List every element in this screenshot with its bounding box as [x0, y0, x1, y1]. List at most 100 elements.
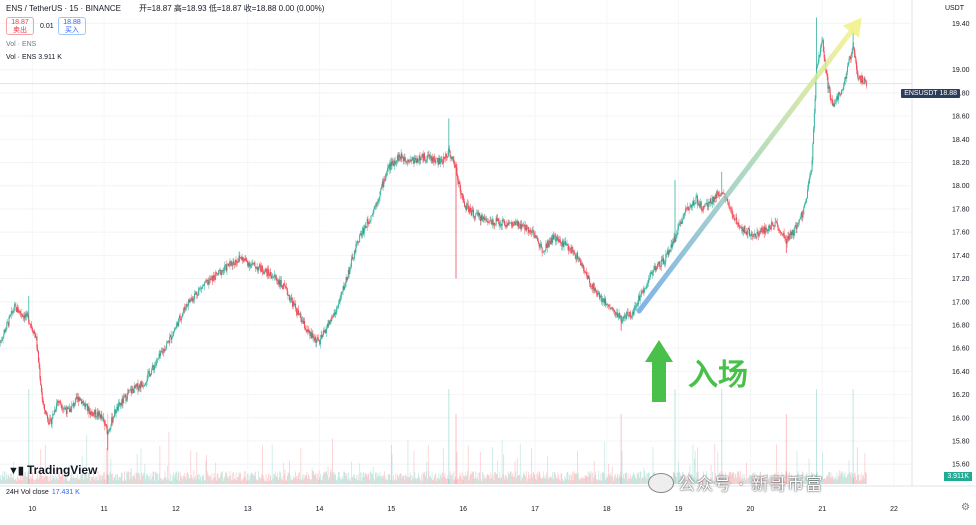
volume-bar [326, 474, 328, 484]
volume-bar [860, 473, 862, 484]
candle-body [604, 298, 606, 305]
candle-body [786, 239, 788, 244]
candle-body [593, 283, 595, 291]
volume-bar [527, 478, 529, 484]
volume-bar [81, 456, 83, 484]
tradingview-logo[interactable]: ▼▮ TradingView [8, 463, 97, 477]
candle-body [742, 228, 744, 232]
volume-bar [119, 476, 121, 484]
candle-body [627, 312, 629, 317]
candle-body [849, 56, 851, 60]
volume-bar [767, 473, 768, 484]
candle-body [287, 294, 289, 296]
volume-bar [747, 478, 749, 484]
volume-bar [321, 480, 323, 484]
candle-body [767, 228, 769, 232]
volume-bar [7, 478, 8, 484]
candle-body [70, 408, 72, 412]
candle-body [504, 224, 506, 227]
candle-body [396, 160, 398, 164]
volume-bar [425, 471, 427, 484]
candle-body [422, 154, 424, 161]
sell-button[interactable]: 18.87 卖出 [6, 17, 34, 35]
vol-indicator-label[interactable]: Vol · ENS [6, 41, 37, 48]
volume-bar [605, 479, 606, 484]
candle-body [534, 235, 536, 238]
candle-body [122, 398, 124, 404]
candle-body [698, 203, 700, 206]
axis-unit[interactable]: USDT [944, 5, 964, 12]
volume-bar [470, 473, 471, 484]
candle-body [256, 267, 258, 269]
candle-body [146, 379, 148, 383]
symbol-label[interactable]: ENS / TetherUS · 15 · BINANCE [6, 4, 121, 13]
candle-body [215, 272, 217, 274]
volume-bar [85, 473, 87, 484]
candle-body [183, 307, 185, 312]
volume-bar [632, 475, 634, 484]
volume-bar [149, 480, 151, 484]
volume-bar [499, 471, 501, 484]
volume-bar [156, 473, 158, 484]
volume-bar [524, 474, 526, 484]
candle-body [209, 279, 211, 281]
candle-body [452, 156, 454, 160]
vol-indicator-value[interactable]: Vol · ENS 3.911 K [6, 54, 62, 61]
candle-body [373, 208, 375, 211]
volume-bar [23, 476, 25, 484]
volume-bar [288, 472, 290, 484]
volume-bar [169, 480, 171, 484]
candle-body [185, 304, 187, 310]
buy-price: 18.88 [63, 19, 81, 26]
candle-body [194, 293, 196, 300]
trend-arrow-head [842, 17, 862, 38]
volume-bar [676, 472, 678, 484]
volume-bar [832, 477, 834, 484]
volume-bar [79, 479, 81, 484]
candle-body [657, 263, 659, 269]
volume-bar [456, 452, 458, 484]
candle-body [117, 403, 119, 411]
volume-bar [258, 471, 260, 484]
volume-bar [730, 474, 732, 484]
candle-body [809, 175, 811, 180]
candle-body [209, 279, 211, 281]
candle-body [68, 408, 70, 413]
candle-body [727, 202, 729, 203]
volume-bar [857, 474, 859, 484]
candle-body [384, 177, 386, 181]
candle-body [843, 84, 845, 90]
volume-bar [539, 472, 541, 484]
candle-body [633, 309, 635, 315]
candle-body [275, 277, 277, 278]
candle-body [57, 401, 59, 402]
candle-body [5, 328, 7, 332]
volume-footer-label: 24H Vol close [6, 489, 49, 496]
volume-spike [852, 389, 854, 484]
volume-bar [329, 471, 331, 484]
volume-bar [103, 479, 105, 484]
volume-bar [858, 474, 860, 484]
volume-bar [335, 474, 336, 484]
candle-body [143, 385, 145, 387]
volume-bar [278, 477, 280, 484]
candle-body [418, 155, 420, 161]
volume-bar [4, 479, 6, 484]
volume-bar [41, 475, 43, 484]
volume-bar [447, 474, 449, 484]
settings-gear-icon[interactable]: ⚙ [961, 502, 970, 513]
volume-bar [781, 472, 783, 484]
volume-bar [68, 480, 70, 484]
volume-bar [194, 478, 195, 484]
candle-body [126, 392, 128, 400]
volume-bar [473, 471, 474, 484]
candle-body [402, 157, 404, 162]
volume-bar [762, 474, 764, 484]
volume-bar [833, 479, 835, 484]
volume-bar [211, 473, 213, 484]
volume-bar [637, 474, 639, 484]
volume-bar [68, 480, 70, 484]
candle-body [485, 218, 487, 220]
buy-button[interactable]: 18.88 买入 [58, 17, 86, 35]
